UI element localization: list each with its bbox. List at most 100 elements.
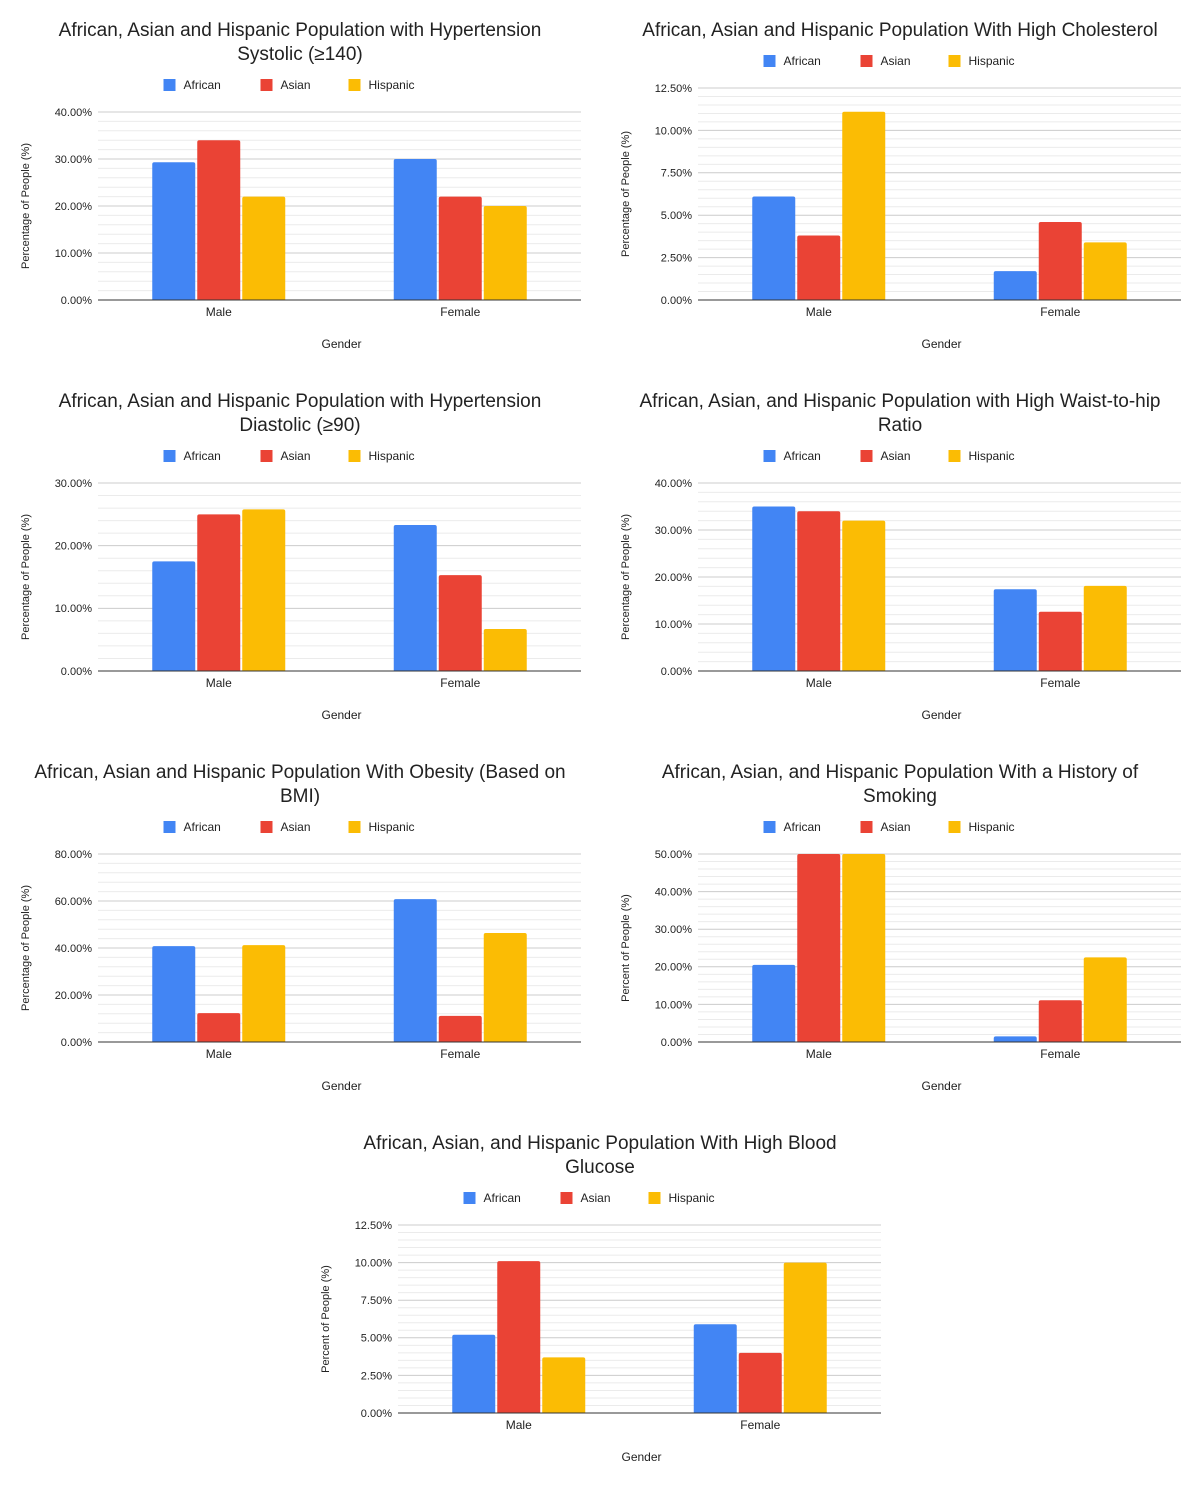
bar-asian-female xyxy=(438,1015,482,1042)
bar-asian-female xyxy=(438,196,482,300)
chart-title: Diastolic (≥90) xyxy=(239,415,360,436)
x-tick-label: Female xyxy=(440,676,480,690)
bar-african-female xyxy=(993,589,1037,671)
legend-label-african: African xyxy=(784,54,821,68)
legend-label-asian: Asian xyxy=(881,820,911,834)
bar-asian-female xyxy=(1038,611,1082,671)
bar-asian-male xyxy=(497,1261,541,1413)
x-axis-title: Gender xyxy=(321,1079,361,1093)
y-tick-label: 40.00% xyxy=(655,478,693,490)
bar-african-female xyxy=(393,899,437,1042)
x-axis-title: Gender xyxy=(921,337,961,351)
chart-1: African, Asian and Hispanic Population w… xyxy=(20,20,581,351)
y-axis-title: Percentage of People (%) xyxy=(20,885,32,1011)
legend-label-asian: Asian xyxy=(581,1191,611,1205)
legend-label-hispanic: Hispanic xyxy=(369,820,415,834)
y-axis-title: Percentage of People (%) xyxy=(620,131,632,257)
x-tick-label: Male xyxy=(206,1047,232,1061)
y-tick-label: 0.00% xyxy=(61,295,92,307)
legend-swatch-african xyxy=(763,821,776,833)
legend-label-asian: Asian xyxy=(281,78,311,92)
chart-title: African, Asian and Hispanic Population w… xyxy=(59,20,542,41)
x-axis-title: Gender xyxy=(321,708,361,722)
bar-hispanic-male xyxy=(542,1357,586,1413)
bar-asian-male xyxy=(797,511,841,671)
x-tick-label: Female xyxy=(740,1418,780,1432)
chart-title: Systolic (≥140) xyxy=(237,44,363,65)
legend-label-african: African xyxy=(784,449,821,463)
y-tick-label: 12.50% xyxy=(655,83,693,95)
x-axis-title: Gender xyxy=(921,708,961,722)
y-tick-label: 10.00% xyxy=(655,125,693,137)
chart-title: Ratio xyxy=(878,415,922,436)
y-tick-label: 60.00% xyxy=(55,896,93,908)
legend-label-hispanic: Hispanic xyxy=(369,78,415,92)
y-tick-label: 7.50% xyxy=(661,168,692,180)
legend-swatch-african xyxy=(463,1192,476,1204)
y-tick-label: 7.50% xyxy=(361,1295,392,1307)
bar-hispanic-male xyxy=(242,945,286,1042)
chart-2: African, Asian and Hispanic Population W… xyxy=(620,20,1181,351)
chart-7: African, Asian, and Hispanic Population … xyxy=(320,1133,881,1464)
legend-label-hispanic: Hispanic xyxy=(969,449,1015,463)
x-tick-label: Male xyxy=(206,676,232,690)
legend-label-african: African xyxy=(184,820,221,834)
x-axis-title: Gender xyxy=(321,337,361,351)
legend-swatch-african xyxy=(163,450,176,462)
y-tick-label: 0.00% xyxy=(661,1037,692,1049)
bar-african-male xyxy=(152,561,196,671)
bar-african-male xyxy=(152,946,196,1042)
y-tick-label: 5.00% xyxy=(661,210,692,222)
bar-hispanic-female xyxy=(483,629,527,671)
y-tick-label: 10.00% xyxy=(55,248,93,260)
legend-swatch-hispanic xyxy=(348,79,361,91)
y-tick-label: 20.00% xyxy=(655,962,693,974)
chart-4: African, Asian, and Hispanic Population … xyxy=(620,391,1181,722)
y-axis-title: Percentage of People (%) xyxy=(20,143,32,269)
legend-label-asian: Asian xyxy=(281,820,311,834)
bar-asian-male xyxy=(797,854,841,1042)
bar-hispanic-male xyxy=(842,520,886,671)
legend-label-hispanic: Hispanic xyxy=(669,1191,715,1205)
x-tick-label: Female xyxy=(440,1047,480,1061)
chart-5: African, Asian and Hispanic Population W… xyxy=(20,762,581,1093)
chart-title: African, Asian and Hispanic Population W… xyxy=(34,762,565,783)
legend-swatch-african xyxy=(763,450,776,462)
chart-title: Smoking xyxy=(863,786,937,807)
y-tick-label: 10.00% xyxy=(55,603,93,615)
y-tick-label: 2.50% xyxy=(661,253,692,265)
legend-label-hispanic: Hispanic xyxy=(969,54,1015,68)
bar-hispanic-female xyxy=(783,1262,827,1413)
y-tick-label: 30.00% xyxy=(655,924,693,936)
bar-hispanic-female xyxy=(1083,242,1127,300)
bar-asian-male xyxy=(797,235,841,300)
x-tick-label: Female xyxy=(440,305,480,319)
x-tick-label: Female xyxy=(1040,1047,1080,1061)
y-tick-label: 10.00% xyxy=(655,999,693,1011)
y-axis-title: Percentage of People (%) xyxy=(620,514,632,640)
legend-swatch-hispanic xyxy=(348,821,361,833)
legend-label-asian: Asian xyxy=(881,449,911,463)
y-tick-label: 12.50% xyxy=(355,1220,393,1232)
chart-title: African, Asian and Hispanic Population W… xyxy=(642,20,1157,41)
bar-african-female xyxy=(393,159,437,300)
legend-swatch-hispanic xyxy=(948,450,961,462)
bar-hispanic-female xyxy=(483,206,527,300)
legend-label-asian: Asian xyxy=(881,54,911,68)
bar-african-male xyxy=(752,196,796,300)
legend-swatch-asian xyxy=(860,55,873,67)
y-tick-label: 30.00% xyxy=(55,154,93,166)
bar-asian-female xyxy=(738,1352,782,1413)
bar-hispanic-male xyxy=(242,196,286,300)
legend-swatch-asian xyxy=(260,79,273,91)
legend-label-hispanic: Hispanic xyxy=(369,449,415,463)
y-tick-label: 20.00% xyxy=(55,990,93,1002)
x-tick-label: Male xyxy=(506,1418,532,1432)
bar-asian-male xyxy=(197,514,241,671)
bar-hispanic-male xyxy=(842,111,886,300)
legend-swatch-hispanic xyxy=(948,55,961,67)
x-tick-label: Female xyxy=(1040,305,1080,319)
y-tick-label: 0.00% xyxy=(61,666,92,678)
y-tick-label: 0.00% xyxy=(661,295,692,307)
